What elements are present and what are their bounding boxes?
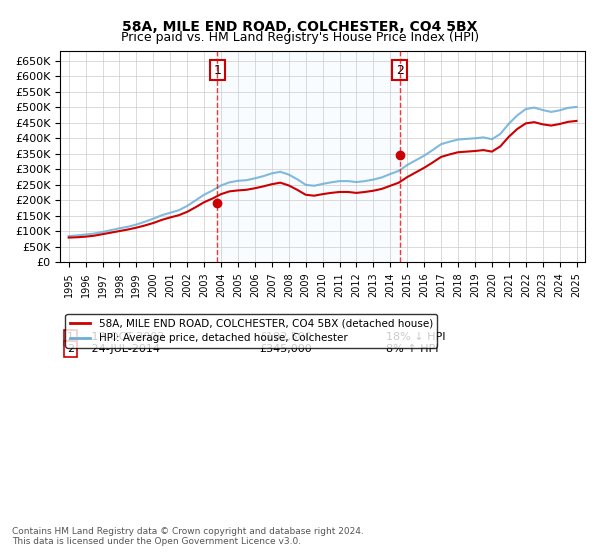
Text: Price paid vs. HM Land Registry's House Price Index (HPI): Price paid vs. HM Land Registry's House … — [121, 31, 479, 44]
Bar — [217, 52, 400, 263]
Legend: 58A, MILE END ROAD, COLCHESTER, CO4 5BX (detached house), HPI: Average price, de: 58A, MILE END ROAD, COLCHESTER, CO4 5BX … — [65, 314, 437, 348]
Text: 2: 2 — [395, 63, 404, 77]
Text: 58A, MILE END ROAD, COLCHESTER, CO4 5BX: 58A, MILE END ROAD, COLCHESTER, CO4 5BX — [122, 20, 478, 34]
Text: 8% ↑ HPI: 8% ↑ HPI — [386, 344, 438, 354]
Text: 17-OCT-2003: 17-OCT-2003 — [81, 332, 164, 342]
Text: £192,500: £192,500 — [260, 332, 313, 342]
Text: 1: 1 — [67, 332, 74, 342]
Text: 1: 1 — [214, 63, 221, 77]
Text: 2: 2 — [67, 344, 74, 354]
Text: 18% ↓ HPI: 18% ↓ HPI — [386, 332, 445, 342]
Text: 24-JUL-2014: 24-JUL-2014 — [81, 344, 160, 354]
Text: Contains HM Land Registry data © Crown copyright and database right 2024.
This d: Contains HM Land Registry data © Crown c… — [12, 526, 364, 546]
Text: £345,000: £345,000 — [260, 344, 313, 354]
